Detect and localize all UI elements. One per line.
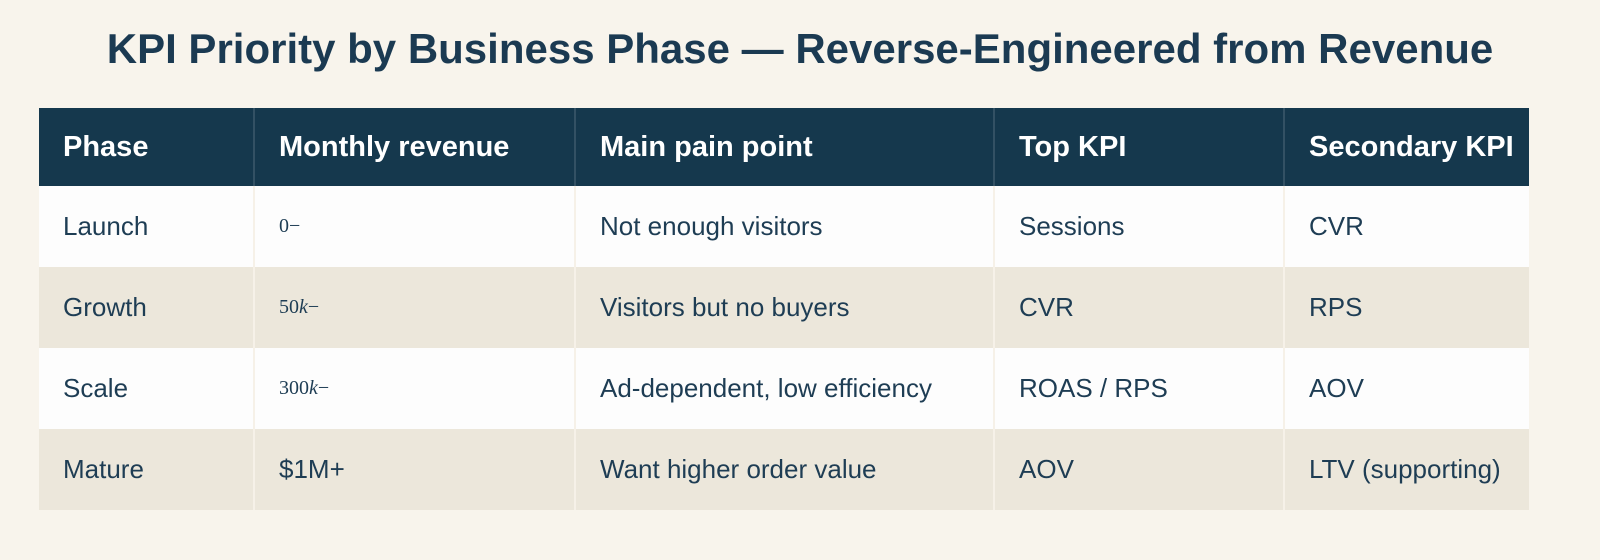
header-monthly-revenue: Monthly revenue [254, 108, 576, 186]
header-phase: Phase [39, 108, 255, 186]
cell-top-kpi: CVR [994, 267, 1285, 348]
cell-secondary-kpi: LTV (supporting) [1284, 429, 1529, 510]
cell-secondary-kpi: CVR [1284, 186, 1529, 267]
cell-top-kpi: Sessions [994, 186, 1285, 267]
table-row: Mature $1M+ Want higher order value AOV LTV … [39, 429, 1529, 510]
cell-revenue: $1M+ [254, 429, 576, 510]
cell-top-kpi: AOV [994, 429, 1285, 510]
header-row: Phase Monthly revenue Main pain point To… [39, 108, 1529, 186]
cell-phase: Scale [39, 348, 255, 429]
table-header: Phase Monthly revenue Main pain point To… [39, 108, 1529, 186]
cell-phase: Launch [39, 186, 255, 267]
header-main-pain-point: Main pain point [575, 108, 995, 186]
cell-phase: Growth [39, 267, 255, 348]
cell-pain-point: Not enough visitors [575, 186, 995, 267]
cell-secondary-kpi: AOV [1284, 348, 1529, 429]
cell-revenue: 0− [254, 186, 576, 267]
table-row: Scale 300k− Ad-dependent, low efficiency RO… [39, 348, 1529, 429]
page-title: KPI Priority by Business Phase — Reverse… [106, 25, 1494, 72]
table-row: Growth 50k− Visitors but no buyers CVR RPS [39, 267, 1529, 348]
cell-pain-point: Ad-dependent, low efficiency [575, 348, 995, 429]
table-row: Launch 0− Not enough visitors Sessions CVR [39, 186, 1529, 267]
cell-top-kpi: ROAS / RPS [994, 348, 1285, 429]
cell-phase: Mature [39, 429, 255, 510]
header-secondary-kpi: Secondary KPI [1284, 108, 1529, 186]
cell-revenue: 50k− [254, 267, 576, 348]
cell-revenue: 300k− [254, 348, 576, 429]
table-body: Launch 0− Not enough visitors Sessions CVR Gr… [39, 186, 1529, 510]
cell-pain-point: Visitors but no buyers [575, 267, 995, 348]
cell-secondary-kpi: RPS [1284, 267, 1529, 348]
header-top-kpi: Top KPI [994, 108, 1285, 186]
cell-pain-point: Want higher order value [575, 429, 995, 510]
kpi-table: Phase Monthly revenue Main pain point To… [39, 108, 1529, 510]
